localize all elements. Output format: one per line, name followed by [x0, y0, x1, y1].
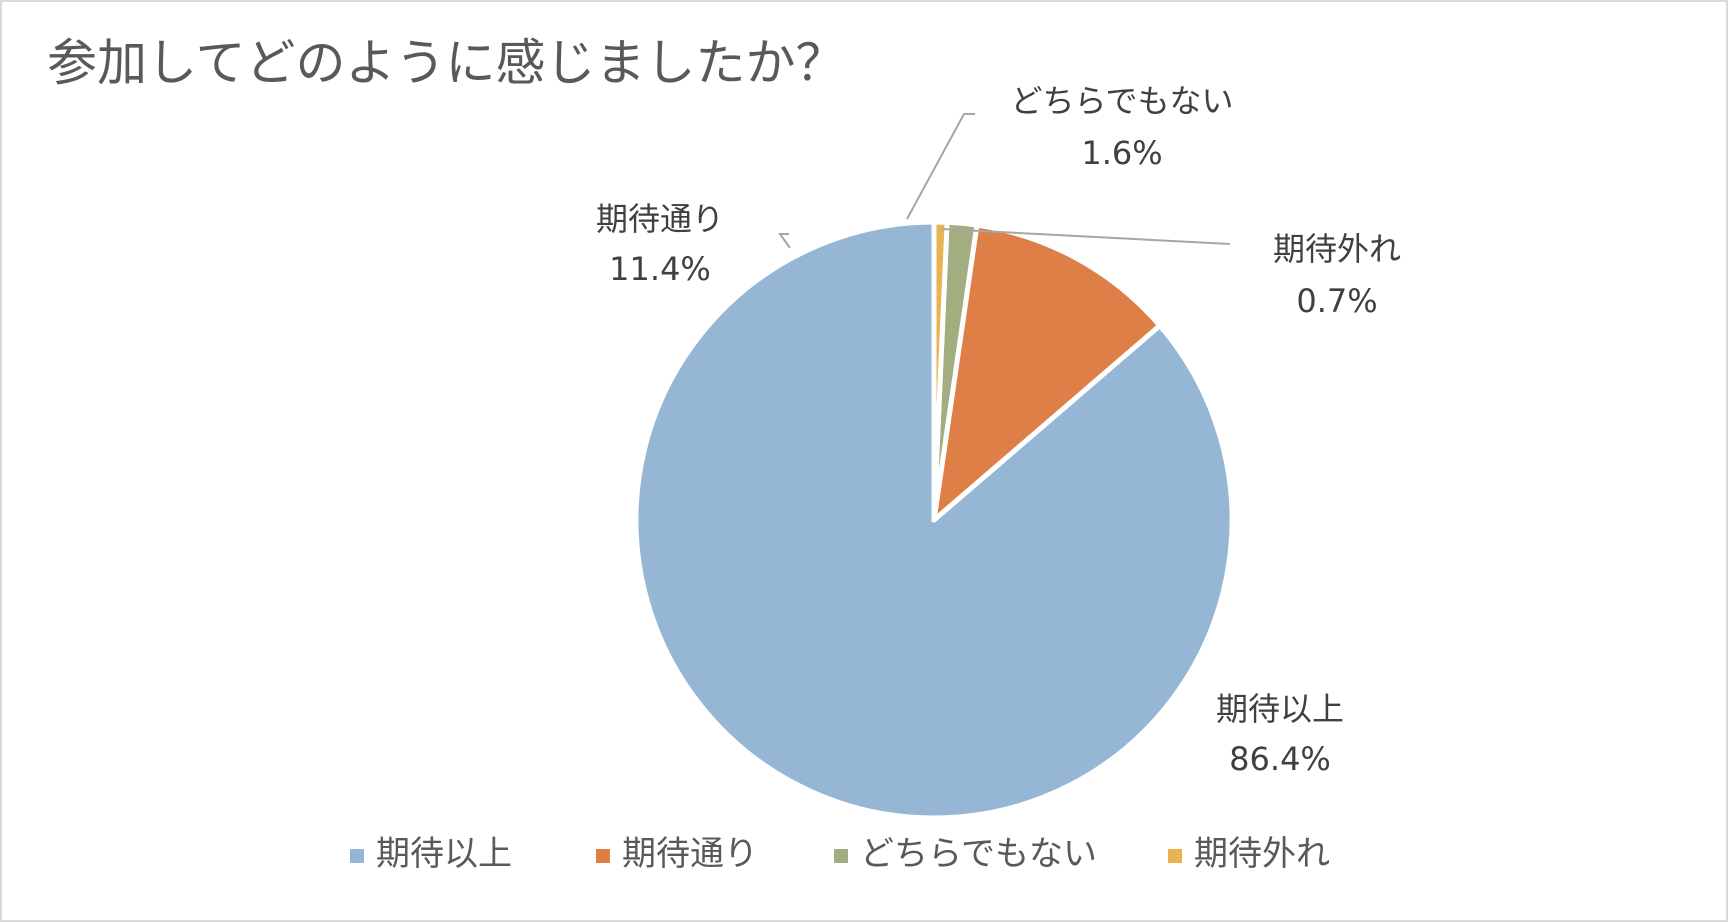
- data-label-category: どちらでもない: [1010, 82, 1233, 120]
- legend-swatch: [596, 849, 610, 863]
- legend-label: 期待外れ: [1194, 834, 1330, 874]
- data-label-value: 11.4%: [609, 250, 711, 288]
- data-label-value: 86.4%: [1229, 740, 1331, 778]
- legend-label: どちらでもない: [860, 834, 1097, 874]
- leader-lines: [778, 113, 1231, 249]
- pie-slice-4: [931, 219, 950, 523]
- leader-line: [941, 228, 1231, 245]
- data-label-value: 0.7%: [1296, 282, 1377, 320]
- leader-line: [778, 233, 791, 249]
- legend: 期待以上 期待通り どちらでもない 期待外れ: [350, 834, 1330, 874]
- legend-swatch: [350, 849, 364, 863]
- legend-label: 期待以上: [376, 834, 512, 874]
- chart-title: 参加してどのように感じましたか？: [47, 34, 846, 92]
- data-label-category: 期待以上: [1216, 690, 1344, 728]
- pie-slice-2: [931, 222, 1163, 523]
- pie-slices: [633, 219, 1235, 821]
- legend-label: 期待通り: [622, 834, 758, 874]
- pie-slice-1: [633, 219, 1235, 821]
- leader-line: [906, 113, 975, 220]
- legend-swatch: [834, 849, 848, 863]
- legend-swatch: [1168, 849, 1182, 863]
- data-label-category: 期待外れ: [1273, 230, 1401, 268]
- data-label-value: 1.6%: [1081, 134, 1162, 172]
- data-labels: 期待以上 86.4% 期待通り 11.4% どちらでもない 1.6% 期待外れ 0.7%: [596, 82, 1401, 778]
- data-label-category: 期待通り: [596, 200, 724, 238]
